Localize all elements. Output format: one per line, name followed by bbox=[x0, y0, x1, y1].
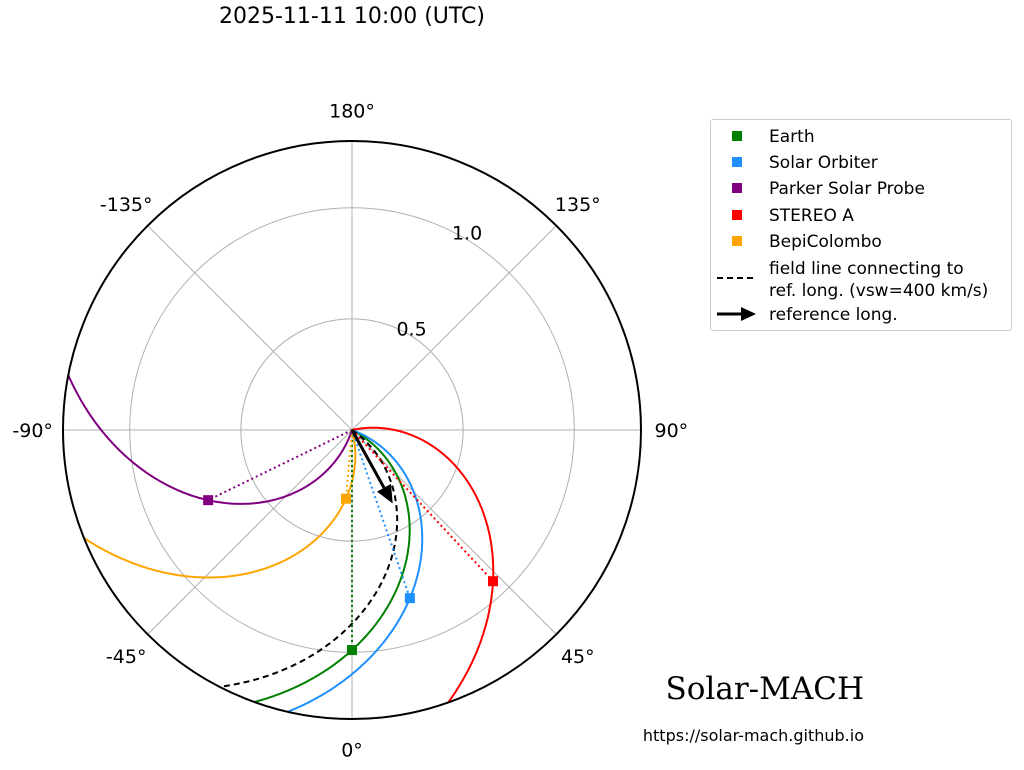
outer-circle bbox=[62, 140, 642, 720]
angular-grid-line bbox=[351, 225, 557, 431]
body-marker bbox=[347, 645, 357, 656]
body-marker bbox=[488, 576, 499, 587]
angular-grid-line bbox=[351, 429, 557, 635]
connector-line bbox=[351, 429, 411, 599]
legend-label: BepiColombo bbox=[769, 232, 882, 252]
legend-marker bbox=[732, 236, 742, 246]
legend-label: ref. long. (vsw=400 km/s) bbox=[769, 281, 988, 301]
reference-arrow-shaft bbox=[350, 429, 386, 489]
legend-arrow-head bbox=[741, 307, 756, 321]
legend-marker bbox=[732, 131, 742, 141]
legend-label: STEREO A bbox=[769, 206, 854, 226]
radial-tick-label: 0.5 bbox=[396, 319, 426, 341]
connector-line bbox=[344, 429, 353, 499]
angle-tick-label: 180° bbox=[329, 101, 375, 123]
angle-tick-label: 45° bbox=[561, 646, 595, 668]
angle-tick-label: -135° bbox=[100, 194, 153, 216]
legend-label: Parker Solar Probe bbox=[769, 179, 925, 199]
angle-tick-label: -90° bbox=[12, 420, 53, 442]
legend-marker bbox=[732, 210, 742, 220]
field-line bbox=[351, 426, 495, 712]
brand-url[interactable]: https://solar-mach.github.io bbox=[642, 726, 864, 745]
field-line bbox=[278, 429, 424, 717]
chart-title: 2025-11-11 10:00 (UTC) bbox=[218, 4, 486, 29]
body-marker bbox=[404, 593, 415, 604]
legend-label: field line connecting to bbox=[769, 259, 964, 279]
reference-arrow-head bbox=[377, 483, 393, 504]
legend: Earth Solar Orbiter Parker Solar Probe STER… bbox=[710, 119, 1012, 331]
angle-tick-label: 90° bbox=[655, 420, 689, 442]
angle-tick-label: -45° bbox=[106, 646, 147, 668]
legend-label: reference long. bbox=[769, 305, 898, 325]
connector-lines bbox=[207, 429, 494, 651]
legend-label: Earth bbox=[769, 127, 815, 147]
connector-line bbox=[207, 429, 353, 502]
legend-marker bbox=[732, 183, 742, 193]
radial-tick-label: 1.0 bbox=[452, 222, 482, 244]
field-line bbox=[63, 365, 353, 505]
field-line bbox=[244, 429, 411, 706]
body-marker bbox=[340, 493, 351, 504]
legend-marker bbox=[732, 157, 742, 167]
angular-grid-line bbox=[147, 225, 353, 431]
tick-labels: 0° 45° 90° 135° 180° -135° -90° -45° 0.5 1.0 bbox=[12, 101, 688, 762]
brand-name: Solar-MACH bbox=[665, 671, 864, 707]
body-markers bbox=[203, 493, 499, 656]
reference-field-line bbox=[209, 429, 399, 689]
body-marker bbox=[203, 495, 214, 506]
legend-label: Solar Orbiter bbox=[769, 153, 878, 173]
angle-tick-label: 0° bbox=[341, 739, 363, 761]
angle-tick-label: 135° bbox=[555, 194, 601, 216]
field-line bbox=[75, 429, 357, 579]
connector-line bbox=[351, 429, 494, 582]
angular-grid-line bbox=[147, 429, 353, 635]
field-lines bbox=[63, 365, 495, 717]
reference-arrow bbox=[350, 429, 393, 504]
